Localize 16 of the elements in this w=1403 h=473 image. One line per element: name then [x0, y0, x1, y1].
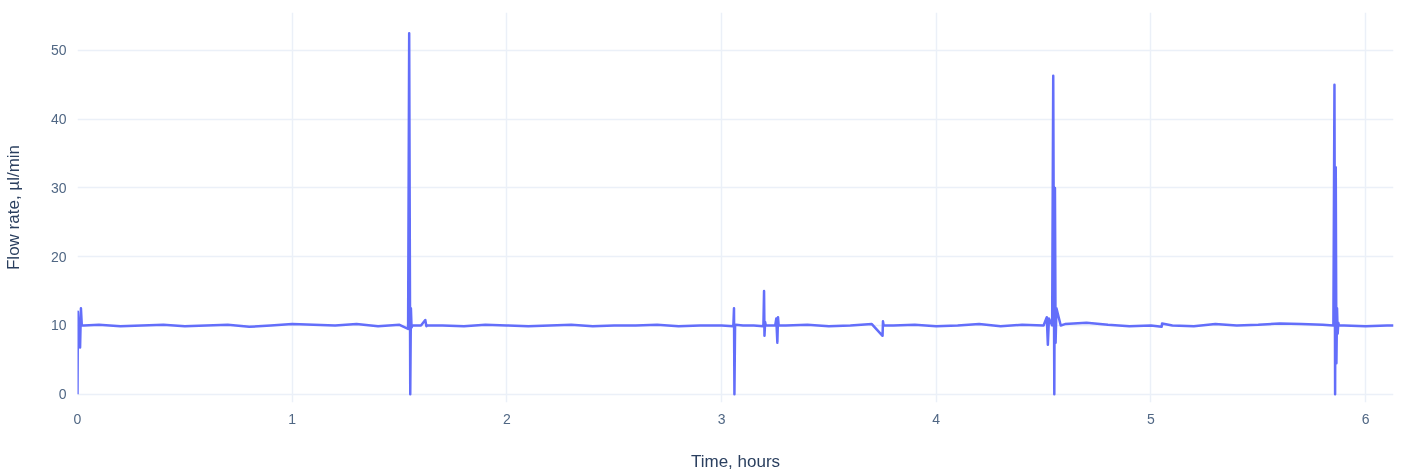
y-tick-label: 0	[58, 386, 67, 403]
y-tick-label: 20	[50, 248, 67, 265]
x-tick-label: 0	[73, 410, 82, 427]
line-series	[77, 31, 1394, 396]
y-tick-label: 30	[50, 179, 67, 196]
x-tick-label: 3	[717, 410, 726, 427]
x-tick-label: 1	[288, 410, 297, 427]
x-tick-label: 4	[932, 410, 941, 427]
x-axis-title: Time, hours	[690, 451, 781, 471]
x-tick-label: 2	[502, 410, 511, 427]
x-tick-label: 6	[1361, 410, 1370, 427]
y-tick-label: 50	[50, 42, 67, 59]
y-axis-title: Flow rate, µl/min	[3, 144, 23, 271]
y-tick-label: 40	[50, 111, 67, 128]
y-tick-label: 10	[50, 317, 67, 334]
x-tick-label: 5	[1147, 410, 1156, 427]
